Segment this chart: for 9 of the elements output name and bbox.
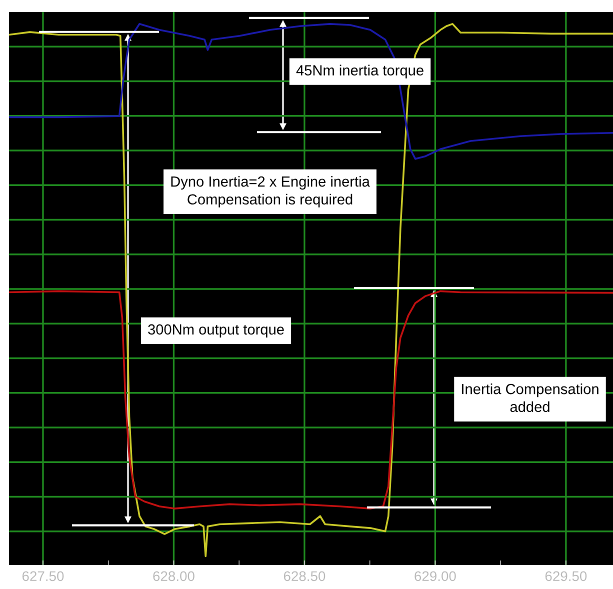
annotation: 45Nm inertia torque	[296, 64, 424, 78]
annotation: 300Nm output torque	[148, 324, 284, 338]
annotation: Inertia Compensation added	[462, 383, 598, 412]
x-tick-label: 628.50	[284, 571, 326, 582]
x-tick-label: 629.00	[414, 571, 456, 582]
annotation: Dyno Inertia=2 x Engine inertia Compensation is required	[171, 176, 370, 208]
x-tick-label: 627.50	[22, 571, 64, 582]
x-tick-label: 628.00	[153, 571, 194, 582]
x-tick-label: 629.50	[545, 571, 587, 582]
